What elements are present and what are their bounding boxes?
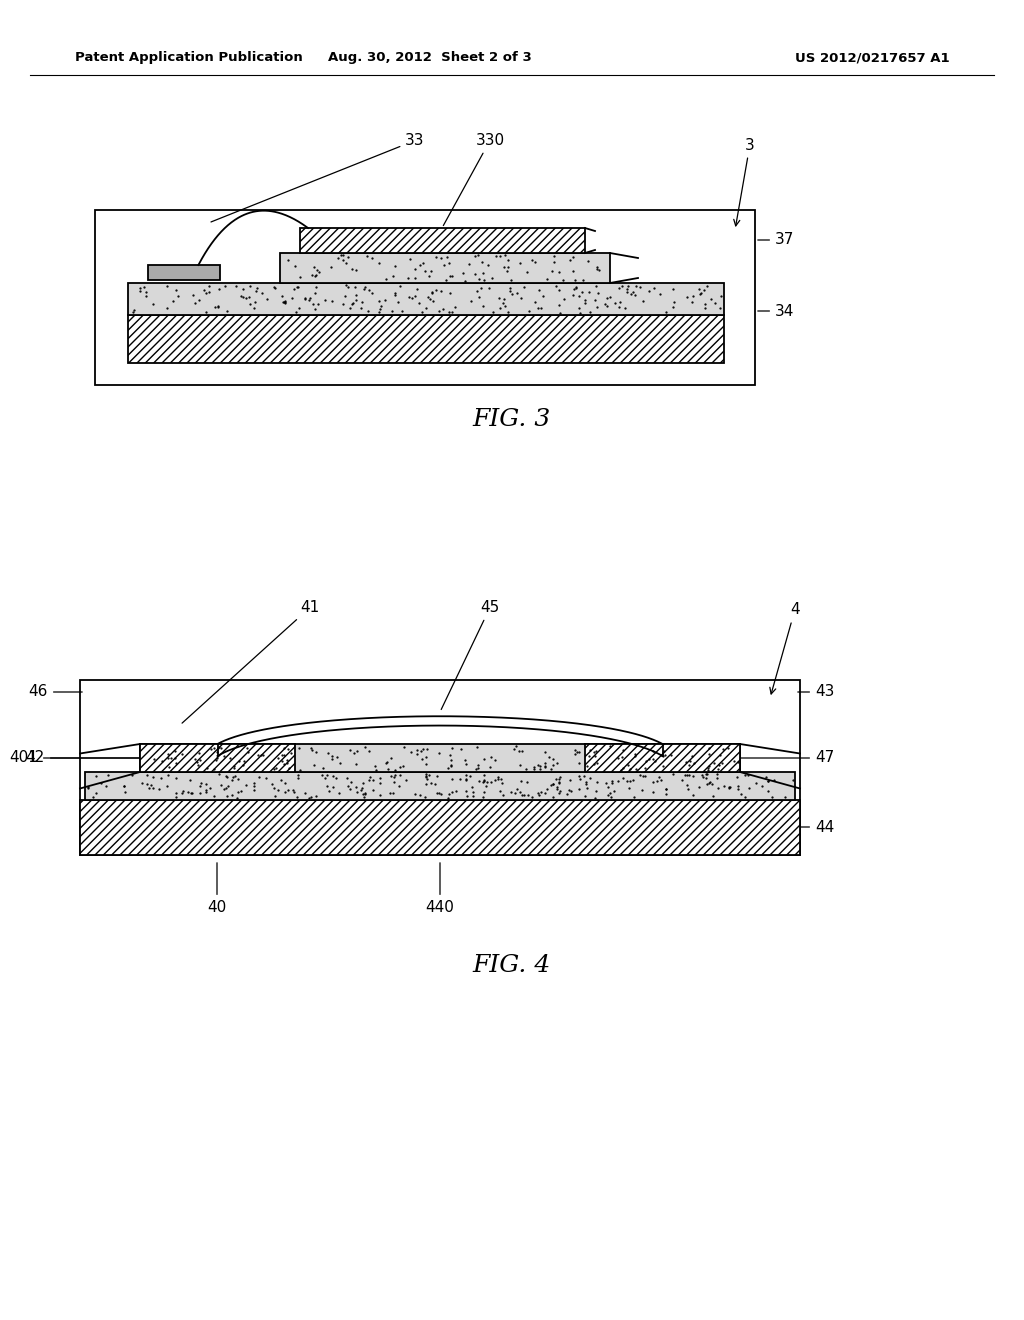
Text: Aug. 30, 2012  Sheet 2 of 3: Aug. 30, 2012 Sheet 2 of 3 [328, 51, 531, 65]
Text: 40: 40 [208, 863, 226, 915]
Bar [80, 800, 800, 855]
Text: FIG. 4: FIG. 4 [473, 953, 551, 977]
Bar [80, 680, 800, 855]
Text: 33: 33 [211, 133, 425, 222]
Text: Patent Application Publication: Patent Application Publication [75, 51, 303, 65]
Bar [95, 210, 755, 385]
Bar [128, 315, 724, 363]
Text: 440: 440 [426, 863, 455, 915]
Text: 45: 45 [441, 601, 500, 709]
Text: 37: 37 [758, 232, 795, 248]
Text: 44: 44 [798, 820, 835, 834]
Text: 4: 4 [770, 602, 800, 694]
Text: 47: 47 [723, 751, 835, 766]
Text: 401: 401 [9, 751, 147, 766]
Text: 41: 41 [182, 601, 319, 723]
Text: 43: 43 [798, 685, 835, 700]
Bar [300, 228, 585, 253]
Bar [85, 772, 795, 800]
Bar [148, 265, 220, 280]
Text: 3: 3 [734, 137, 755, 226]
Bar [585, 744, 740, 772]
Bar [140, 744, 295, 772]
Text: 46: 46 [29, 685, 82, 700]
Text: 330: 330 [443, 133, 505, 226]
Bar [280, 253, 610, 282]
Text: 42: 42 [26, 751, 158, 766]
Bar [128, 282, 724, 315]
Bar [585, 744, 740, 772]
Bar [295, 744, 585, 772]
Text: US 2012/0217657 A1: US 2012/0217657 A1 [796, 51, 950, 65]
Text: FIG. 3: FIG. 3 [473, 408, 551, 432]
Text: 34: 34 [758, 304, 795, 318]
Bar [140, 744, 295, 772]
